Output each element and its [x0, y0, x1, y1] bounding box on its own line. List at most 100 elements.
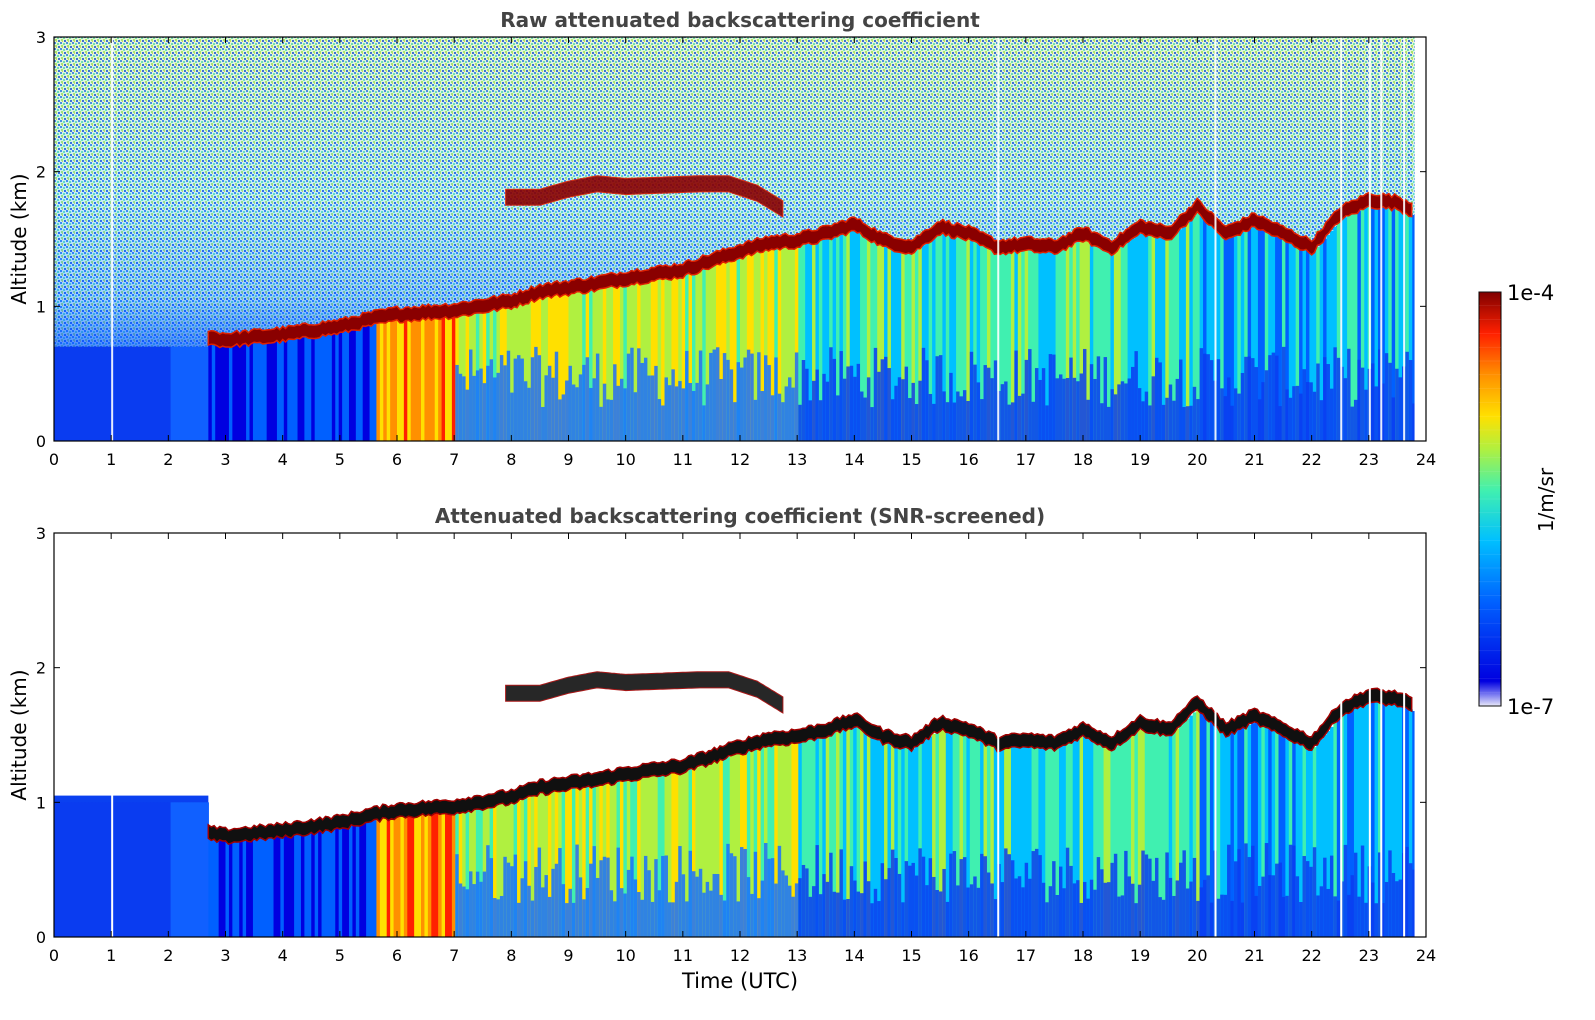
backscatter-column [1340, 714, 1345, 937]
backscatter-column [126, 346, 131, 441]
low-signal-column [1209, 360, 1214, 441]
low-signal-column [1408, 863, 1413, 937]
backscatter-column [71, 802, 76, 937]
backscatter-column [1113, 250, 1118, 441]
backscatter-column [733, 258, 738, 441]
low-signal-column [613, 364, 618, 441]
low-signal-column [918, 848, 923, 937]
low-signal-column [860, 391, 865, 441]
backscatter-column [1206, 220, 1211, 441]
low-signal-column [486, 845, 491, 937]
backscatter-column [935, 731, 940, 937]
backscatter-column [1028, 249, 1033, 441]
backscatter-column [1199, 214, 1204, 441]
backscatter-column [496, 804, 501, 937]
x-axis: 0 1 2 3 4 5 6 7 8 9 10 11 12 13 14 15 16 17 18 19 20 21 22 23 24 [49, 37, 1436, 469]
backscatter-column [57, 346, 62, 441]
backscatter-column [1083, 239, 1088, 441]
backscatter-column [218, 344, 223, 441]
backscatter-column [647, 776, 652, 937]
backscatter-column [328, 333, 333, 441]
backscatter-column [1302, 744, 1307, 937]
backscatter-column [1319, 243, 1324, 441]
backscatter-column [815, 241, 820, 441]
low-signal-column [925, 360, 930, 441]
low-signal-column [1281, 896, 1286, 937]
backscatter-column [1388, 703, 1393, 937]
low-signal-column [568, 365, 573, 441]
backscatter-column [1127, 241, 1132, 441]
x-tick-label: 18 [1073, 450, 1093, 469]
backscatter-column [523, 302, 528, 441]
x-tick-label: 7 [449, 450, 459, 469]
backscatter-column [578, 787, 583, 937]
low-signal-column [1395, 881, 1400, 937]
backscatter-column [1124, 739, 1129, 937]
x-axis-label: Time (UTC) [681, 969, 798, 993]
backscatter-column [290, 338, 295, 441]
low-signal-column [880, 863, 885, 937]
backscatter-column [1117, 744, 1122, 937]
low-signal-column [1278, 406, 1283, 441]
low-signal-column [1117, 384, 1122, 441]
low-signal-column [1254, 895, 1259, 937]
backscatter-column [956, 732, 961, 937]
backscatter-column [1305, 745, 1310, 937]
backscatter-column [918, 743, 923, 937]
low-signal-column [808, 896, 813, 937]
low-signal-column [1271, 875, 1276, 937]
low-signal-column [1244, 356, 1249, 441]
low-signal-column [1158, 362, 1163, 441]
backscatter-column [681, 771, 686, 937]
no-data-region [1414, 37, 1426, 441]
backscatter-column [997, 252, 1002, 441]
backscatter-column [908, 251, 913, 441]
backscatter-column [561, 293, 566, 441]
low-signal-column [589, 863, 594, 937]
backscatter-column [307, 832, 312, 937]
backscatter-column [825, 735, 830, 937]
backscatter-column [407, 319, 412, 441]
backscatter-column [633, 778, 638, 937]
backscatter-column [541, 792, 546, 937]
low-signal-column [599, 406, 604, 441]
backscatter-column [1093, 739, 1098, 937]
backscatter-column [297, 337, 302, 441]
backscatter-column [60, 802, 65, 937]
backscatter-column [88, 802, 93, 937]
backscatter-column [712, 761, 717, 937]
low-signal-column [866, 881, 871, 937]
backscatter-column [266, 837, 271, 937]
y-tick-label: 1 [36, 793, 46, 812]
backscatter-column [345, 826, 350, 937]
backscatter-column [1251, 227, 1256, 441]
backscatter-column [746, 750, 751, 937]
backscatter-column [150, 346, 155, 441]
backscatter-column [1093, 243, 1098, 441]
low-signal-column [1000, 384, 1005, 441]
low-signal-column [626, 353, 631, 441]
backscatter-column [1179, 725, 1184, 937]
low-signal-column [949, 853, 954, 937]
low-signal-column [1220, 388, 1225, 441]
low-signal-column [685, 350, 690, 441]
data-gap [1340, 37, 1343, 441]
backscatter-column [204, 346, 209, 441]
x-tick-label: 21 [1244, 450, 1264, 469]
low-signal-column [1192, 857, 1197, 937]
backscatter-column [952, 731, 957, 937]
backscatter-column [112, 346, 117, 441]
low-signal-column [1398, 377, 1403, 441]
backscatter-column [1076, 738, 1081, 937]
low-signal-column [1041, 368, 1046, 441]
low-signal-column [667, 385, 672, 441]
low-signal-column [541, 887, 546, 937]
low-signal-column [537, 847, 542, 937]
backscatter-column [808, 243, 813, 441]
backscatter-column [1305, 249, 1310, 441]
backscatter-column [1347, 215, 1352, 441]
backscatter-column [1230, 236, 1235, 441]
backscatter-column [571, 292, 576, 441]
backscatter-column [71, 346, 76, 441]
low-signal-column [592, 378, 597, 441]
